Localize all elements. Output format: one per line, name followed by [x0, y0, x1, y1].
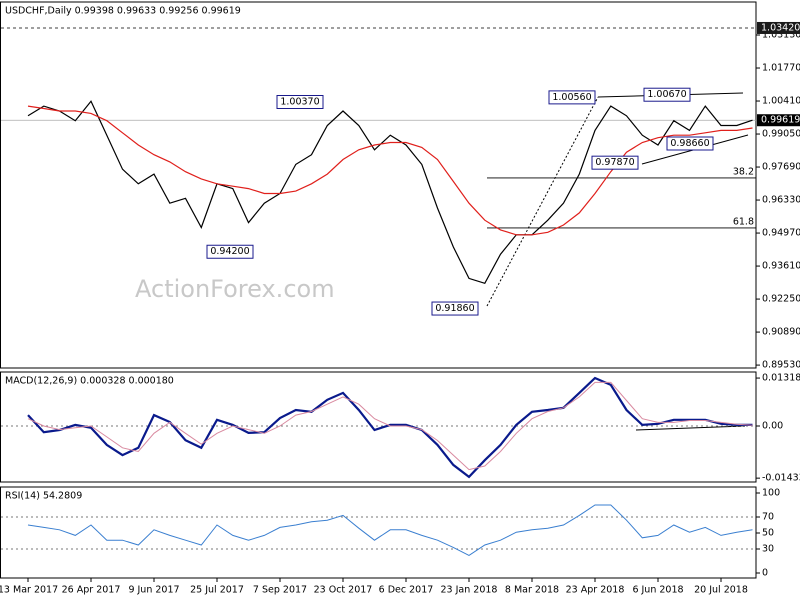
marker-label: 0.99619 [761, 115, 800, 126]
y-tick-label: 30 [762, 544, 774, 555]
x-tick-label: 9 Jun 2017 [128, 585, 179, 596]
watermark: ActionForex.com [135, 275, 335, 303]
y-tick-label: 50 [762, 528, 774, 539]
x-tick-label: 23 Jan 2018 [441, 585, 498, 596]
y-tick-label: 0.00 [762, 421, 783, 432]
x-tick-label: 23 Oct 2017 [314, 585, 373, 596]
y-tick-label: 0.92250 [762, 294, 800, 305]
annotation-label: 0.98660 [670, 138, 709, 149]
annotation-label: 0.97870 [595, 157, 634, 168]
series-line [27, 105, 753, 236]
marker-box [757, 21, 800, 34]
marker-label: 1.03420 [761, 22, 800, 33]
y-tick-label: 1.00410 [762, 96, 800, 107]
y-tick-label: 70 [762, 512, 774, 523]
panel [0, 1, 757, 369]
x-tick-label: 20 Jul 2018 [694, 585, 748, 596]
trend-line [486, 96, 599, 307]
series-line [27, 381, 753, 471]
annotation-label: 1.00370 [280, 96, 319, 107]
y-tick-label: 100 [762, 488, 780, 499]
annotation-box [431, 301, 479, 316]
fib-label: 38.2 [733, 166, 754, 177]
annotation-label: 1.00670 [647, 89, 686, 100]
marker-box [757, 114, 800, 127]
y-tick-label: 0.93610 [762, 261, 800, 272]
x-tick-label: 8 Mar 2018 [505, 585, 559, 596]
y-tick-label: 0 [762, 568, 768, 579]
panel-title: MACD(12,26,9) 0.000328 0.000180 [5, 376, 174, 387]
panel-title: USDCHF,Daily 0.99398 0.99633 0.99256 0.9… [5, 6, 241, 17]
x-tick-label: 6 Dec 2017 [379, 585, 434, 596]
panel-title: RSI(14) 54.2809 [5, 491, 82, 502]
annotation-box [276, 94, 324, 109]
y-tick-label: 0.89530 [762, 360, 800, 371]
y-tick-label: 0.99050 [762, 129, 800, 140]
fib-label: 61.8 [733, 216, 754, 227]
macd-trend-line [635, 425, 746, 431]
y-tick-label: 1.01770 [762, 63, 800, 74]
y-tick-label: 0.97690 [762, 162, 800, 173]
series-line [27, 100, 753, 285]
x-tick-label: 7 Sep 2017 [253, 585, 307, 596]
y-tick-label: 0.013184 [762, 373, 800, 384]
series-line [27, 504, 753, 556]
annotation-box [591, 155, 639, 170]
series-line [27, 376, 753, 479]
y-tick-label: 0.94970 [762, 228, 800, 239]
x-tick-label: 6 Jun 2018 [632, 585, 683, 596]
annotation-box [548, 90, 596, 105]
y-tick-label: 0.90890 [762, 327, 800, 338]
annotation-label: 0.94200 [210, 246, 249, 257]
x-tick-label: 13 Mar 2017 [0, 585, 58, 596]
y-tick-label: 0.96330 [762, 195, 800, 206]
annotation-box [666, 136, 714, 151]
panel [0, 371, 757, 483]
x-tick-label: 23 Apr 2018 [566, 585, 625, 596]
x-tick-label: 25 Jul 2017 [190, 585, 244, 596]
annotation-label: 1.00560 [552, 92, 591, 103]
annotation-box [643, 87, 691, 102]
annotation-box [206, 244, 254, 259]
y-tick-label: 1.03130 [762, 30, 800, 41]
y-tick-label: -0.014339 [762, 473, 800, 484]
x-tick-label: 26 Apr 2017 [62, 585, 121, 596]
annotation-label: 0.91860 [435, 303, 474, 314]
